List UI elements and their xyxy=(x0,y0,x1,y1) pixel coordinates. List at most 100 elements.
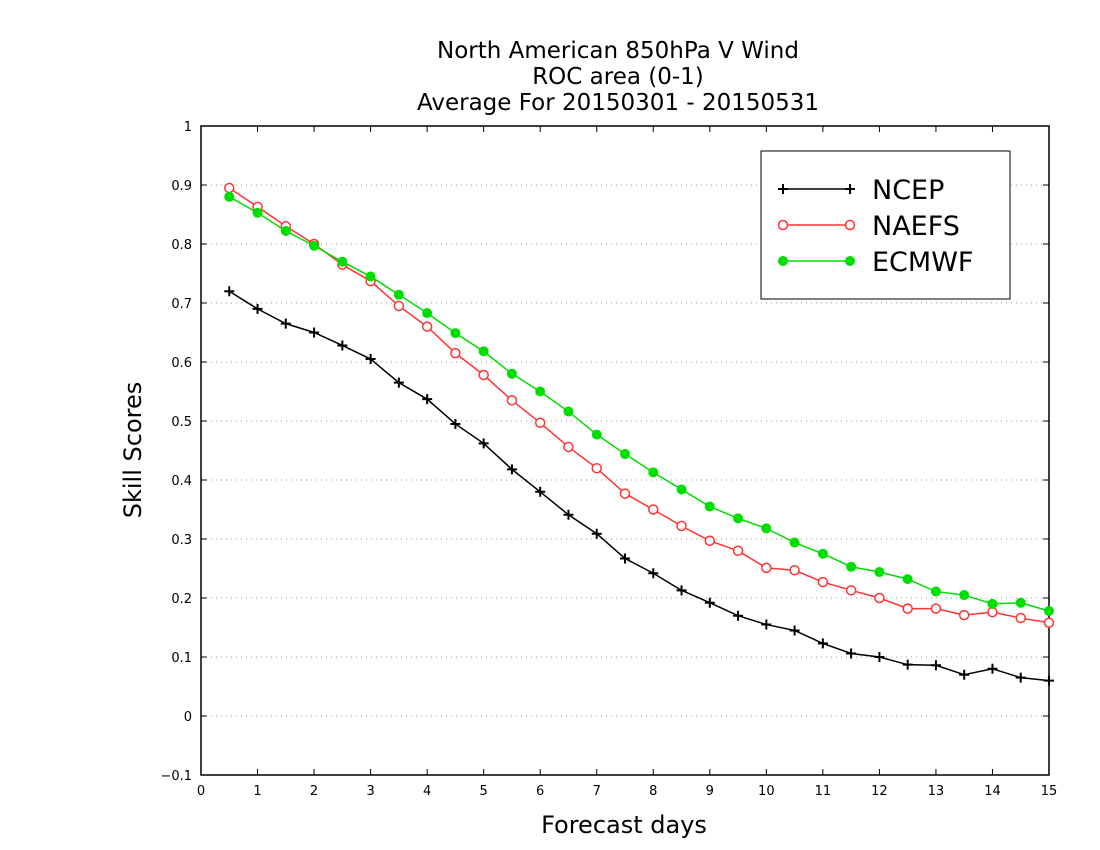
data-point-ncep xyxy=(874,652,885,662)
data-point-ecmwf xyxy=(337,256,348,267)
data-point-naefs xyxy=(393,300,405,312)
data-point-naefs xyxy=(450,347,461,359)
y-tick-label: 0.4 xyxy=(171,474,192,489)
data-point-ncep xyxy=(846,648,857,659)
data-point-ecmwf xyxy=(704,501,715,512)
data-point-naefs xyxy=(478,369,489,381)
data-point-ncep xyxy=(704,597,715,608)
data-point-ecmwf xyxy=(393,289,404,300)
x-tick-label: 2 xyxy=(310,784,318,799)
data-point-ncep xyxy=(365,354,376,365)
legend-marker-ecmwf xyxy=(845,256,855,266)
data-point-ecmwf xyxy=(846,561,857,572)
series-line-ecmwf xyxy=(228,196,1050,612)
data-point-ncep xyxy=(337,340,348,351)
x-tick-label: 10 xyxy=(758,784,775,799)
x-axis-label: Forecast days xyxy=(541,811,707,839)
x-tick-label: 13 xyxy=(928,784,945,799)
data-point-naefs xyxy=(224,182,235,194)
data-point-ecmwf xyxy=(535,386,546,397)
x-tick-label: 14 xyxy=(984,784,1001,799)
data-point-naefs xyxy=(958,609,970,621)
data-point-ecmwf xyxy=(1044,605,1054,616)
legend-marker-ncep xyxy=(778,184,788,194)
data-point-ncep xyxy=(789,625,800,636)
series-ncep xyxy=(224,286,1054,686)
data-point-naefs xyxy=(789,565,800,576)
data-point-ecmwf xyxy=(280,226,291,237)
data-point-ncep xyxy=(422,394,433,405)
data-point-naefs xyxy=(591,462,602,474)
data-point-ecmwf xyxy=(620,449,630,460)
data-point-ncep xyxy=(563,509,574,520)
data-point-ncep xyxy=(478,438,489,449)
data-point-ncep xyxy=(761,619,772,630)
data-point-ncep xyxy=(676,585,687,596)
data-point-naefs xyxy=(845,585,857,596)
legend-item-ncep: NCEP xyxy=(778,175,944,206)
data-point-ecmwf xyxy=(591,429,602,440)
data-point-naefs xyxy=(930,603,942,614)
data-point-ecmwf xyxy=(987,598,998,609)
data-point-naefs xyxy=(676,520,687,532)
x-tick-label: 3 xyxy=(366,784,374,799)
data-point-naefs xyxy=(902,603,913,614)
legend-item-ecmwf: ECMWF xyxy=(778,247,973,278)
x-tick-label: 5 xyxy=(480,784,488,799)
data-point-ecmwf xyxy=(224,191,235,202)
data-point-naefs xyxy=(761,562,772,574)
data-point-ecmwf xyxy=(874,567,885,578)
data-point-ncep xyxy=(902,659,913,670)
data-point-ecmwf xyxy=(252,207,263,218)
data-point-ecmwf xyxy=(1015,597,1026,608)
data-point-ecmwf xyxy=(761,523,772,534)
data-point-ecmwf xyxy=(506,368,517,379)
data-point-naefs xyxy=(817,576,829,588)
data-point-ecmwf xyxy=(648,467,659,478)
data-point-ecmwf xyxy=(478,346,489,357)
data-point-naefs xyxy=(648,504,659,515)
x-axis-ticks: 0 1 2 3 4 5 6 7 8 9 10 11 12 13 14 15 xyxy=(197,126,1057,799)
legend-label-naefs: NAEFS xyxy=(872,211,960,242)
data-point-ecmwf xyxy=(365,271,376,282)
data-point-ecmwf xyxy=(902,574,913,585)
legend-marker-naefs xyxy=(844,219,856,231)
series-naefs xyxy=(224,182,1055,629)
y-tick-label: 0.5 xyxy=(171,415,192,430)
data-point-ecmwf xyxy=(733,513,744,524)
data-point-naefs xyxy=(732,545,744,557)
data-point-ncep xyxy=(648,568,659,579)
chart-title-line-2: ROC area (0-1) xyxy=(532,64,704,90)
data-point-naefs xyxy=(1015,612,1026,624)
data-point-naefs xyxy=(874,592,885,604)
data-point-ecmwf xyxy=(422,308,433,319)
legend-label-ncep: NCEP xyxy=(872,175,944,206)
data-point-ncep xyxy=(252,303,263,314)
y-tick-label: 0.3 xyxy=(171,533,192,548)
y-tick-label: 0.7 xyxy=(171,297,192,312)
x-tick-label: 7 xyxy=(593,784,601,799)
series-ecmwf xyxy=(224,191,1054,616)
legend: NCEP NAEFS ECMWF xyxy=(760,150,1011,300)
y-tick-label: 0.6 xyxy=(171,356,192,371)
x-tick-label: 8 xyxy=(649,784,657,799)
x-tick-label: 1 xyxy=(253,784,261,799)
x-tick-label: 4 xyxy=(423,784,431,799)
data-point-ncep xyxy=(959,669,970,680)
x-tick-label: 6 xyxy=(536,784,544,799)
data-point-ncep xyxy=(1044,675,1054,686)
y-tick-label: 0.9 xyxy=(171,179,192,194)
data-point-ncep xyxy=(620,553,630,564)
chart-title-line-3: Average For 20150301 - 20150531 xyxy=(417,90,819,116)
data-point-ncep xyxy=(280,318,291,329)
series-line-ncep xyxy=(228,290,1050,682)
x-tick-label: 11 xyxy=(815,784,832,799)
y-tick-label: 0.8 xyxy=(171,238,192,253)
data-point-naefs xyxy=(563,441,574,453)
data-point-naefs xyxy=(704,535,716,547)
y-tick-label: 0.1 xyxy=(171,651,192,666)
data-point-ncep xyxy=(450,418,461,429)
data-point-naefs xyxy=(506,395,518,406)
data-point-ecmwf xyxy=(309,240,320,251)
